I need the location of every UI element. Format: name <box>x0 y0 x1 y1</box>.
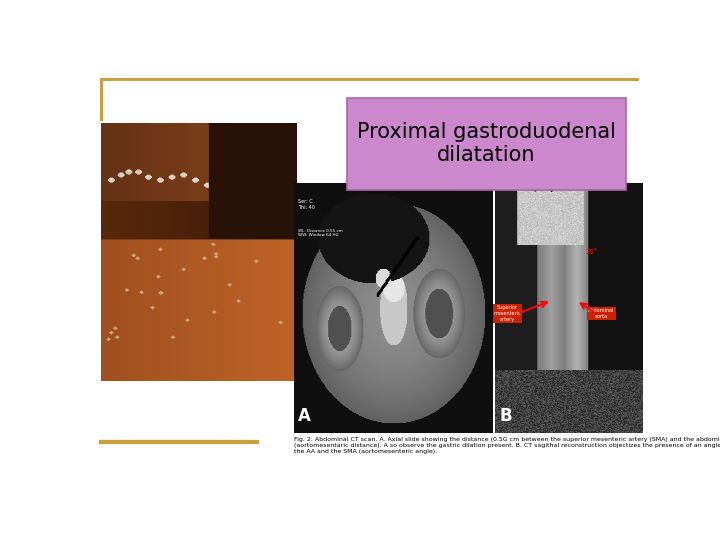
Text: Proximal gastroduodenal
dilatation: Proximal gastroduodenal dilatation <box>356 122 616 165</box>
Bar <box>347 98 626 190</box>
Text: Fig. 2. Abdominal CT scan. A. Axial slide showing the distance (0.5G cm between : Fig. 2. Abdominal CT scan. A. Axial slid… <box>294 437 720 454</box>
